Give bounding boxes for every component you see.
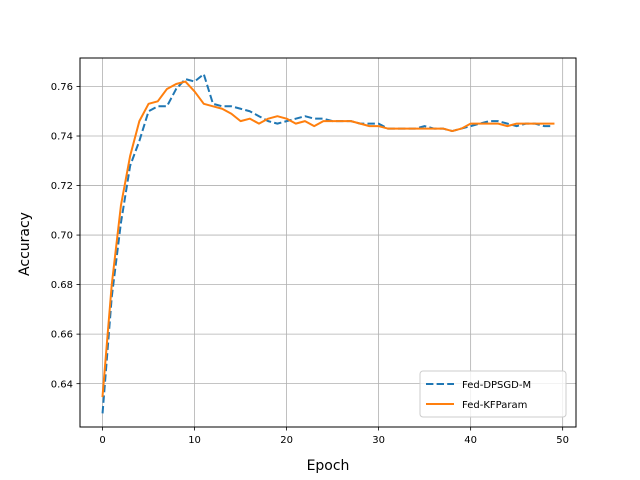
y-tick-label: 0.68 [51, 280, 73, 291]
y-tick-label: 0.72 [51, 181, 73, 192]
x-tick-label: 0 [99, 435, 105, 446]
y-tick-label: 0.66 [51, 330, 73, 341]
legend-entry: Fed-KFParam [462, 400, 527, 411]
legend-box [419, 370, 567, 418]
series-line-fed-dpsgd-m [101, 73, 554, 414]
x-tick-label: 40 [464, 435, 477, 446]
axes-frame [79, 57, 577, 428]
series-group [101, 73, 555, 414]
x-tick-label: 10 [188, 435, 201, 446]
y-tick-label: 0.76 [51, 82, 73, 93]
y-tick-label: 0.64 [51, 379, 73, 390]
y-axis-label: Accuracy [17, 212, 33, 276]
legend-entry: Fed-DPSGD-M [462, 380, 531, 391]
x-tick-label: 50 [556, 435, 569, 446]
legend: Fed-DPSGD-M Fed-KFParam [419, 370, 567, 418]
series-line-fed-kfparam [101, 80, 555, 398]
plot-area: 0 10 20 30 40 50 0.64 0.66 0.68 0.70 0.72 0.74 0.76 [51, 57, 577, 446]
y-tick-label: 0.74 [51, 132, 73, 143]
x-tick-label: 30 [372, 435, 385, 446]
x-tick-label: 20 [280, 435, 293, 446]
y-tick-label: 0.70 [51, 231, 73, 242]
x-axis-label: Epoch [307, 458, 350, 474]
